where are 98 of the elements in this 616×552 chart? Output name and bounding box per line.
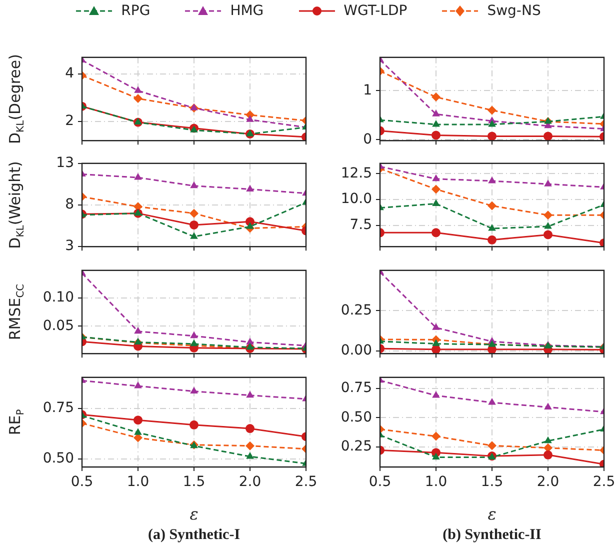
point: [246, 452, 254, 459]
x-tick-label: 2.5: [592, 474, 616, 490]
point: [544, 117, 552, 124]
point: [190, 220, 198, 230]
point: [190, 104, 198, 110]
point: [432, 391, 440, 398]
point: [134, 173, 142, 180]
point: [432, 184, 440, 194]
x-tick-label: 1.5: [182, 474, 206, 490]
point: [134, 428, 142, 435]
point: [246, 441, 254, 450]
point: [134, 326, 142, 334]
y-tick-label: 4: [65, 66, 74, 82]
x-axis-title: ε: [488, 504, 496, 524]
point: [544, 180, 552, 186]
y-tick-label: 13: [56, 155, 74, 172]
point: [488, 201, 496, 210]
point: [544, 230, 552, 240]
x-tick-label: 1.0: [126, 474, 150, 490]
point: [190, 181, 198, 188]
y-tick-label: 0.50: [340, 409, 372, 426]
point: [134, 86, 142, 93]
point: [544, 436, 552, 444]
y-axis-title: REP: [6, 409, 27, 436]
y-tick-label: 0.10: [42, 289, 74, 306]
point: [432, 323, 440, 330]
point: [432, 92, 440, 102]
y-tick-label: 0.25: [340, 302, 372, 318]
point: [134, 94, 142, 104]
point: [190, 339, 198, 346]
point: [432, 228, 440, 238]
point: [488, 235, 496, 244]
legend-label: WGT-LDP: [344, 3, 408, 19]
point: [544, 450, 552, 460]
y-tick-label: 12.5: [340, 165, 372, 182]
point: [246, 390, 254, 398]
point: [432, 452, 440, 460]
point: [190, 386, 198, 394]
y-tick-label: 8: [65, 196, 74, 213]
point: [432, 432, 440, 441]
y-tick-label: 0.75: [340, 380, 372, 396]
point: [190, 232, 198, 239]
point: [432, 339, 440, 346]
point: [246, 184, 254, 192]
y-axis-title: RMSECC: [6, 284, 27, 340]
x-tick-label: 1.5: [480, 474, 504, 490]
point: [544, 210, 552, 220]
x-tick-label: 2.0: [536, 474, 560, 490]
y-axis-title: DKL(Weight): [6, 161, 27, 249]
y-tick-label: 0.25: [340, 438, 372, 454]
y-tick-label: 0.75: [42, 400, 74, 416]
y-tick-label: 2: [65, 113, 74, 130]
point: [432, 130, 440, 140]
point: [190, 208, 198, 218]
x-tick-label: 2.0: [238, 474, 262, 490]
text: (b) Synthetic-II: [442, 527, 542, 544]
point: [246, 222, 254, 229]
y-tick-label: 7.5: [350, 217, 372, 234]
point: [246, 338, 254, 344]
point: [246, 115, 254, 122]
x-tick-label: 0.5: [70, 474, 94, 490]
point: [432, 120, 440, 127]
point: [488, 398, 496, 405]
point: [246, 424, 254, 434]
point: [432, 110, 440, 116]
y-tick-label: 3: [65, 238, 74, 254]
legend-label: HMG: [230, 3, 264, 19]
point: [134, 382, 142, 388]
x-tick-label: 2.5: [294, 474, 318, 490]
point: [544, 132, 552, 141]
point: [488, 132, 496, 141]
legend-label: Swg-NS: [487, 3, 541, 19]
point: [246, 342, 254, 350]
x-tick-label: 1.0: [424, 474, 448, 490]
legend-label: RPG: [121, 3, 150, 19]
y-axis-title: DKL(Degree): [6, 54, 27, 144]
y-tick-label: 0.05: [42, 318, 74, 334]
point: [432, 174, 440, 182]
x-axis-title: ε: [190, 504, 198, 524]
y-tick-label: 0.00: [340, 342, 372, 359]
point: [488, 224, 496, 231]
point: [488, 176, 496, 184]
point: [488, 106, 496, 115]
point: [544, 222, 552, 229]
x-tick-label: 0.5: [368, 474, 392, 490]
point: [190, 420, 198, 430]
point: [432, 199, 440, 206]
point: [544, 402, 552, 410]
text: (a) Synthetic-I: [146, 527, 242, 544]
point: [134, 416, 142, 425]
point: [134, 338, 142, 344]
y-tick-label: 1: [363, 82, 372, 98]
y-tick-label: 10.0: [340, 191, 372, 208]
y-tick-label: 0: [363, 131, 372, 148]
point: [190, 331, 198, 338]
y-tick-label: 0.50: [42, 450, 74, 467]
point: [488, 441, 496, 450]
point: [488, 120, 496, 127]
